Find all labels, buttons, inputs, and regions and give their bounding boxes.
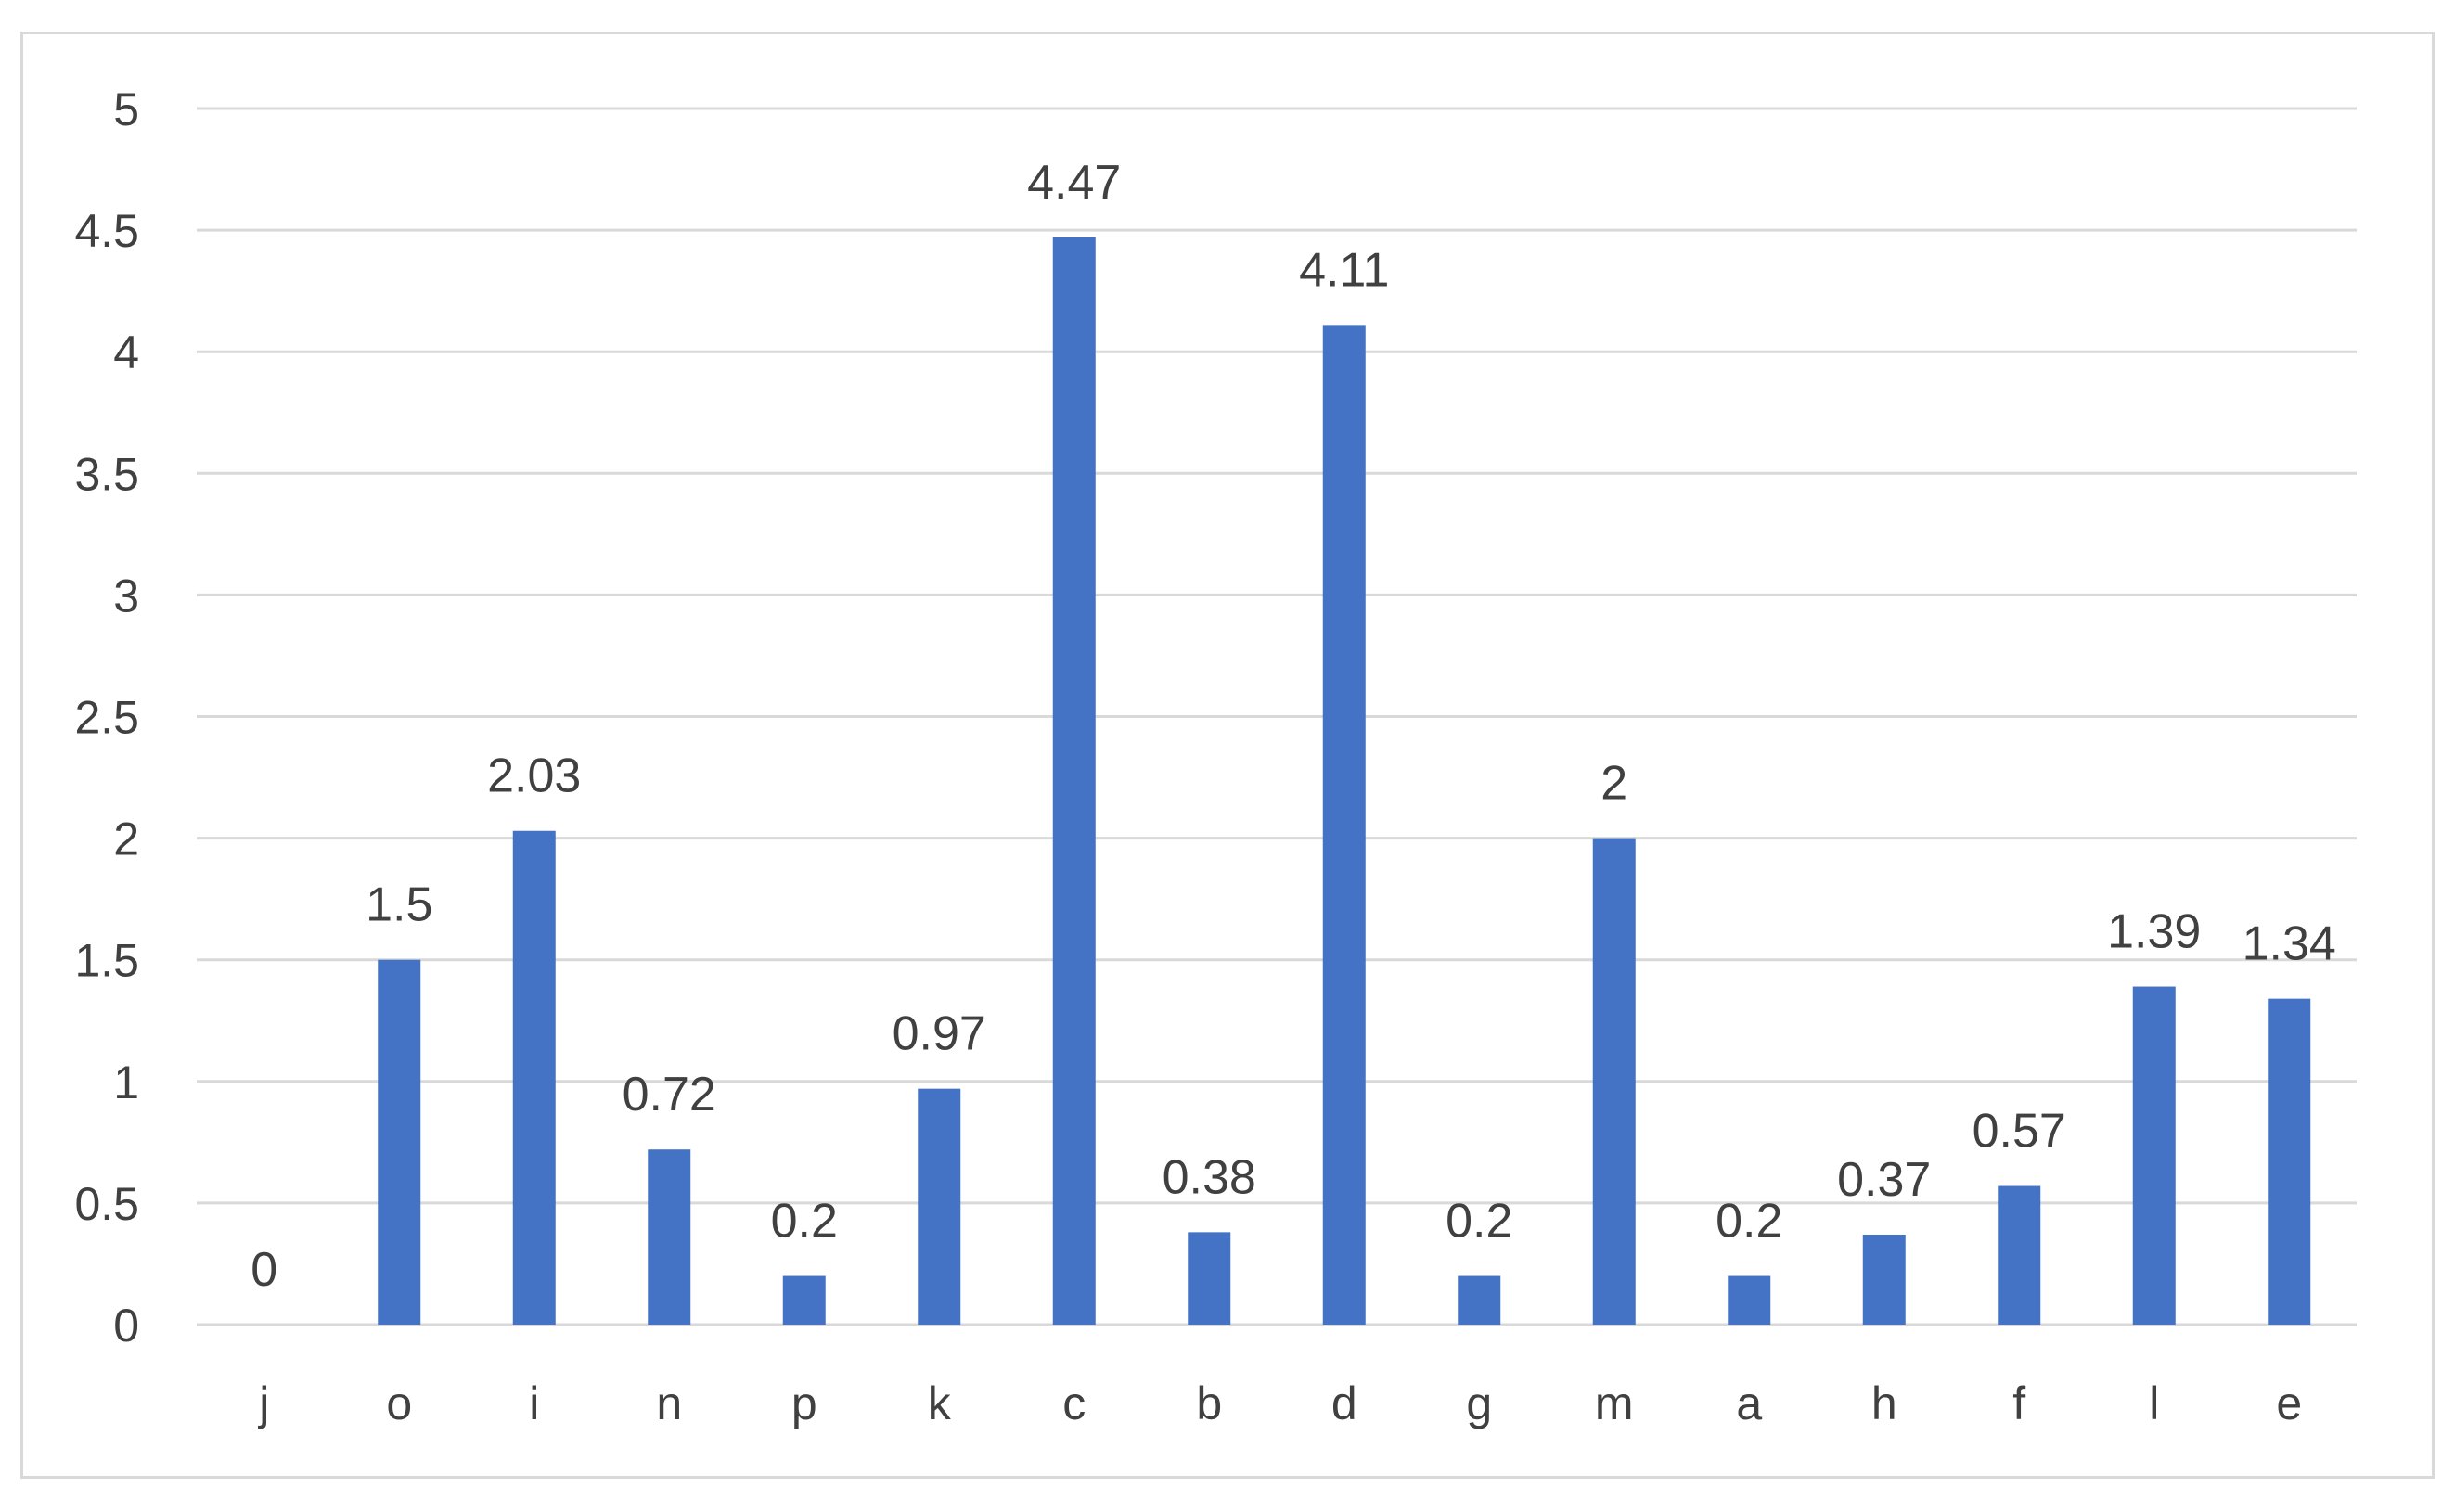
y-tick-label: 4 (113, 327, 139, 378)
x-category-label: i (529, 1377, 539, 1429)
x-category-label: c (1062, 1377, 1086, 1429)
data-label-n: 0.72 (623, 1068, 716, 1121)
bar-e (2268, 998, 2311, 1325)
data-label-e: 1.34 (2243, 917, 2336, 971)
bar-m (1592, 838, 1636, 1325)
data-label-l: 1.39 (2107, 905, 2201, 959)
bar-o (378, 959, 421, 1325)
bar-k (918, 1088, 961, 1325)
data-label-k: 0.97 (893, 1007, 986, 1061)
x-category-label: f (2012, 1377, 2025, 1429)
bar-f (1998, 1185, 2041, 1325)
x-category-label: p (791, 1377, 817, 1429)
bar-g (1458, 1275, 1501, 1325)
bar-a (1728, 1275, 1771, 1325)
x-category-label: h (1871, 1377, 1897, 1429)
data-label-j: 0 (251, 1243, 277, 1297)
x-category-label: o (386, 1377, 412, 1429)
y-tick-label: 3.5 (74, 448, 139, 500)
data-label-m: 2 (1600, 757, 1627, 811)
x-category-label: a (1736, 1377, 1762, 1429)
bar-b (1188, 1232, 1231, 1325)
data-label-a: 0.2 (1716, 1195, 1782, 1249)
bar-d (1322, 325, 1366, 1325)
data-label-f: 0.57 (1973, 1105, 2066, 1159)
y-tick-label: 0 (113, 1300, 139, 1352)
data-label-h: 0.37 (1837, 1153, 1931, 1207)
x-category-label: g (1466, 1377, 1492, 1429)
data-label-g: 0.2 (1446, 1195, 1512, 1249)
bar-l (2132, 986, 2176, 1325)
bar-i (512, 830, 556, 1325)
y-tick-label: 1.5 (74, 935, 139, 987)
bar-p (782, 1275, 826, 1325)
data-label-i: 2.03 (487, 750, 581, 803)
data-label-o: 1.5 (366, 878, 432, 932)
data-label-c: 4.47 (1027, 156, 1121, 210)
x-category-label: j (257, 1377, 269, 1429)
x-category-label: k (928, 1377, 952, 1429)
y-tick-label: 4.5 (74, 205, 139, 257)
data-label-b: 0.38 (1163, 1150, 1256, 1204)
y-tick-label: 0.5 (74, 1178, 139, 1230)
x-category-label: b (1196, 1377, 1222, 1429)
y-tick-label: 2 (113, 814, 139, 865)
y-tick-label: 1 (113, 1057, 139, 1108)
data-label-d: 4.11 (1299, 243, 1389, 297)
x-category-label: e (2276, 1377, 2302, 1429)
y-tick-label: 2.5 (74, 692, 139, 744)
bar-h (1862, 1234, 1906, 1325)
bar-c (1052, 237, 1096, 1325)
x-category-label: d (1331, 1377, 1357, 1429)
data-label-p: 0.2 (771, 1195, 838, 1249)
bar-n (648, 1149, 691, 1325)
x-category-label: m (1595, 1377, 1634, 1429)
x-category-label: l (2149, 1377, 2159, 1429)
y-tick-label: 5 (113, 83, 139, 135)
x-category-label: n (656, 1377, 682, 1429)
y-tick-label: 3 (113, 570, 139, 621)
